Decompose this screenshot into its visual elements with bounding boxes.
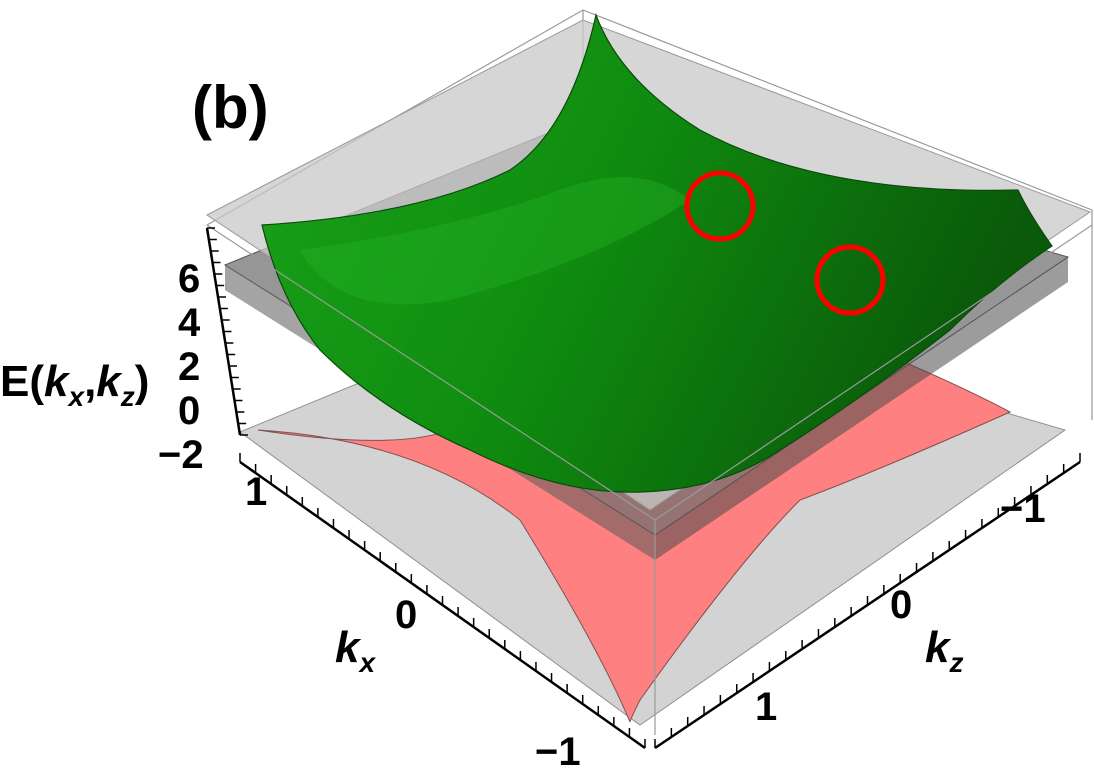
kx-tick-label: 1 bbox=[245, 470, 267, 514]
axis-tick-marks bbox=[207, 227, 1081, 748]
panel-label: (b) bbox=[192, 74, 269, 141]
marker-circle-2 bbox=[814, 244, 886, 316]
kx-tick-label: 0 bbox=[395, 593, 417, 637]
middle-plane-front-face-right bbox=[655, 257, 1068, 560]
kz-tick-label: −1 bbox=[1000, 487, 1046, 531]
upper-band-highlight bbox=[300, 177, 690, 305]
z-tick-label: 4 bbox=[178, 301, 201, 345]
kz-tick-label: 1 bbox=[755, 685, 777, 729]
kx-tick-label: −1 bbox=[535, 730, 581, 774]
upper-band-surface bbox=[261, 12, 1053, 493]
z-tick-label: 2 bbox=[178, 345, 200, 389]
kz-tick-label: 0 bbox=[890, 583, 912, 627]
z-tick-label: 6 bbox=[178, 257, 200, 301]
box-front-edges bbox=[206, 224, 1093, 735]
marker-circle-1 bbox=[684, 170, 756, 242]
kz-axis-label: kz bbox=[925, 623, 963, 678]
z-tick-label: −2 bbox=[158, 433, 204, 477]
z-axis-label: E(kx,kz) bbox=[0, 357, 149, 412]
z-tick-label: 0 bbox=[178, 389, 200, 433]
kx-axis-label: kx bbox=[335, 623, 376, 678]
